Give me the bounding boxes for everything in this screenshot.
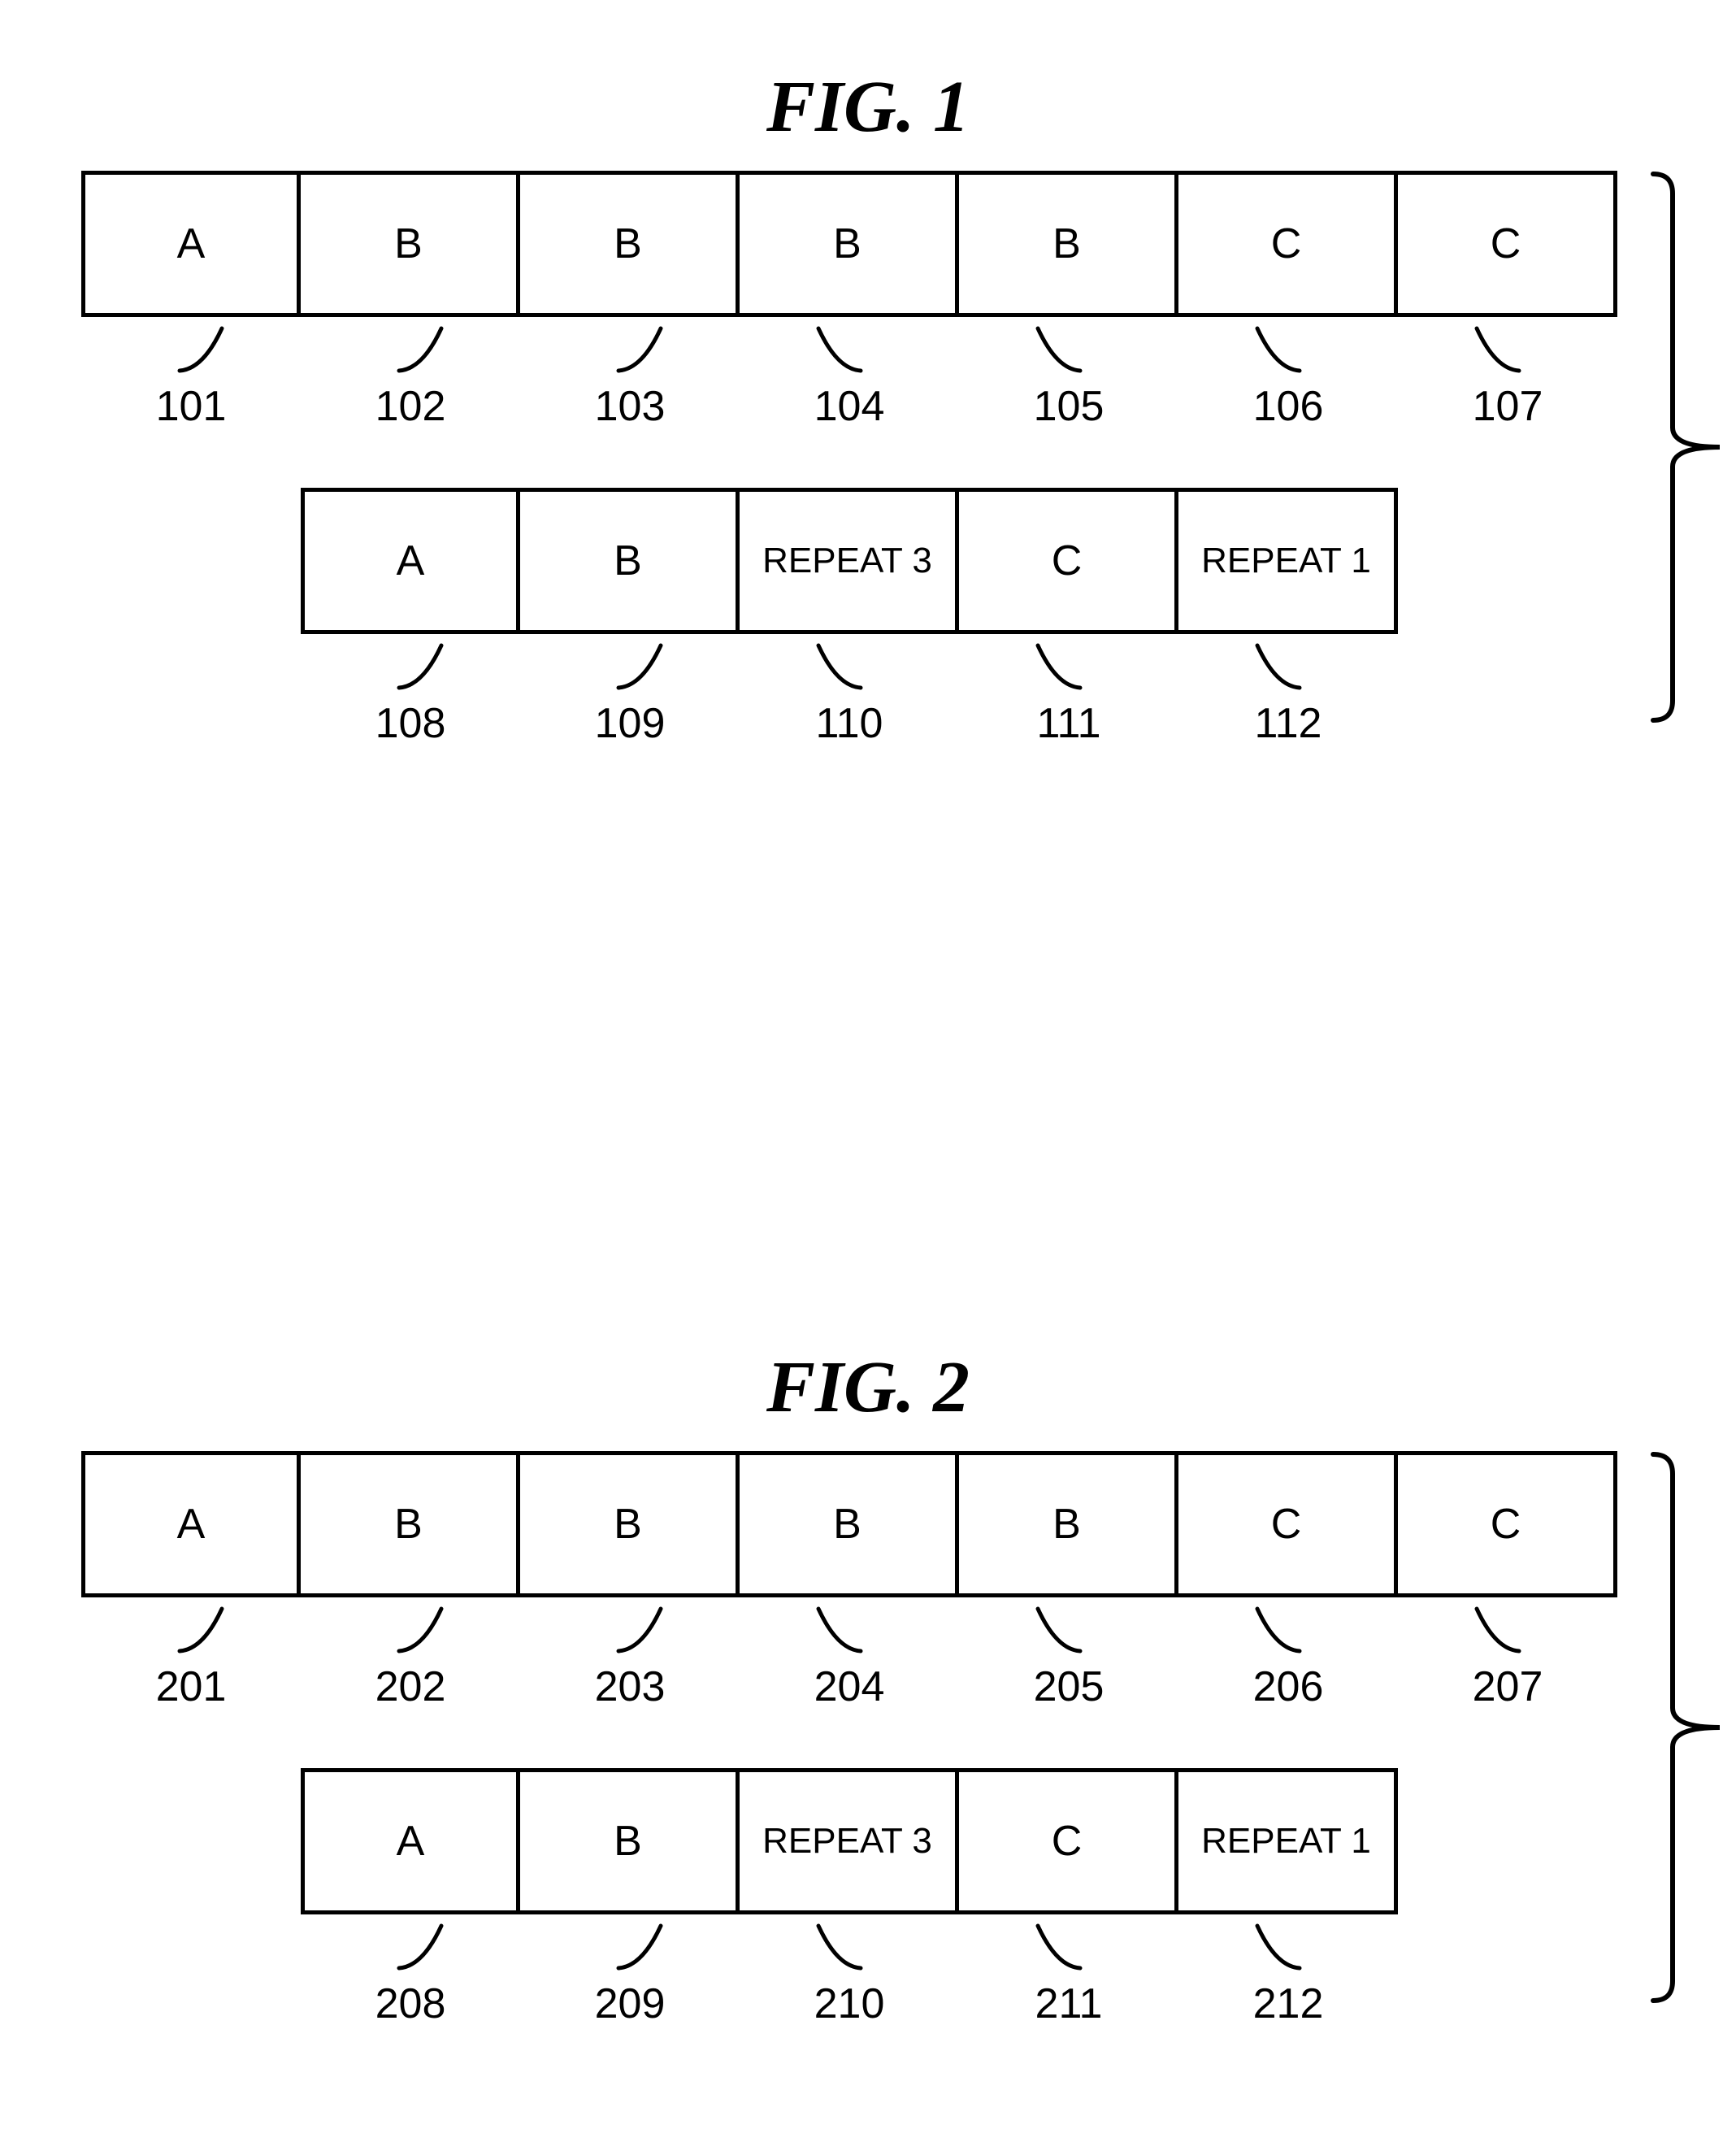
figure-title: FIG. 1 — [0, 65, 1736, 149]
reference-number: 209 — [573, 1979, 687, 2028]
diagram-cell: C — [1178, 1451, 1398, 1597]
reference-number: 202 — [354, 1662, 467, 1711]
reference-number: 108 — [354, 699, 467, 748]
leader-line — [815, 325, 864, 374]
diagram-cell: B — [301, 1451, 520, 1597]
leader-line — [176, 325, 225, 374]
leader-line — [615, 1606, 664, 1654]
reference-number: 112 — [1231, 699, 1345, 748]
reference-number: 207 — [1451, 1662, 1565, 1711]
reference-number: 104 — [792, 382, 906, 431]
reference-number: 111 — [1012, 699, 1126, 748]
brace-icon — [1650, 171, 1721, 724]
diagram-cell: B — [959, 171, 1178, 317]
diagram-cell: A — [301, 488, 520, 634]
diagram-cell: B — [740, 171, 959, 317]
cell-row: ABREPEAT 3CREPEAT 1 — [301, 488, 1398, 634]
leader-line — [1035, 325, 1083, 374]
reference-number: 105 — [1012, 382, 1126, 431]
reference-number: 205 — [1012, 1662, 1126, 1711]
leader-line — [176, 1606, 225, 1654]
diagram-cell: B — [520, 171, 740, 317]
brace-icon — [1650, 1451, 1721, 2004]
leader-line — [1254, 1606, 1303, 1654]
leader-line — [815, 1923, 864, 1971]
diagram-cell: B — [520, 1451, 740, 1597]
reference-number: 203 — [573, 1662, 687, 1711]
leader-line — [396, 1923, 445, 1971]
cell-row: ABBBBCC — [81, 171, 1617, 317]
leader-line — [396, 325, 445, 374]
leader-line — [396, 1606, 445, 1654]
leader-line — [1254, 325, 1303, 374]
diagram-cell: C — [1178, 171, 1398, 317]
reference-number: 101 — [134, 382, 248, 431]
cell-row: ABBBBCC — [81, 1451, 1617, 1597]
diagram-cell: A — [81, 171, 301, 317]
diagram-cell: B — [520, 488, 740, 634]
diagram-cell: C — [1398, 1451, 1617, 1597]
reference-number: 103 — [573, 382, 687, 431]
leader-line — [1254, 1923, 1303, 1971]
leader-line — [815, 642, 864, 691]
diagram-cell: C — [1398, 171, 1617, 317]
reference-number: 211 — [1012, 1979, 1126, 2028]
reference-number: 204 — [792, 1662, 906, 1711]
reference-number: 206 — [1231, 1662, 1345, 1711]
leader-line — [615, 325, 664, 374]
leader-line — [815, 1606, 864, 1654]
leader-line — [1473, 325, 1522, 374]
cell-row: ABREPEAT 3CREPEAT 1 — [301, 1768, 1398, 1914]
diagram-cell: B — [520, 1768, 740, 1914]
leader-line — [1035, 1606, 1083, 1654]
leader-line — [1035, 642, 1083, 691]
diagram-cell: A — [81, 1451, 301, 1597]
reference-number: 208 — [354, 1979, 467, 2028]
leader-line — [1035, 1923, 1083, 1971]
leader-line — [1254, 642, 1303, 691]
diagram-cell: A — [301, 1768, 520, 1914]
diagram-cell: B — [959, 1451, 1178, 1597]
leader-line — [615, 1923, 664, 1971]
reference-number: 201 — [134, 1662, 248, 1711]
diagram-cell: C — [959, 1768, 1178, 1914]
figure-title: FIG. 2 — [0, 1345, 1736, 1429]
diagram-cell: REPEAT 3 — [740, 1768, 959, 1914]
leader-line — [615, 642, 664, 691]
reference-number: 102 — [354, 382, 467, 431]
reference-number: 106 — [1231, 382, 1345, 431]
diagram-cell: REPEAT 3 — [740, 488, 959, 634]
diagram-cell: B — [740, 1451, 959, 1597]
diagram-cell: C — [959, 488, 1178, 634]
reference-number: 212 — [1231, 1979, 1345, 2028]
leader-line — [396, 642, 445, 691]
diagram-cell: REPEAT 1 — [1178, 488, 1398, 634]
reference-number: 110 — [792, 699, 906, 748]
reference-number: 107 — [1451, 382, 1565, 431]
diagram-cell: B — [301, 171, 520, 317]
reference-number: 210 — [792, 1979, 906, 2028]
leader-line — [1473, 1606, 1522, 1654]
diagram-cell: REPEAT 1 — [1178, 1768, 1398, 1914]
reference-number: 109 — [573, 699, 687, 748]
